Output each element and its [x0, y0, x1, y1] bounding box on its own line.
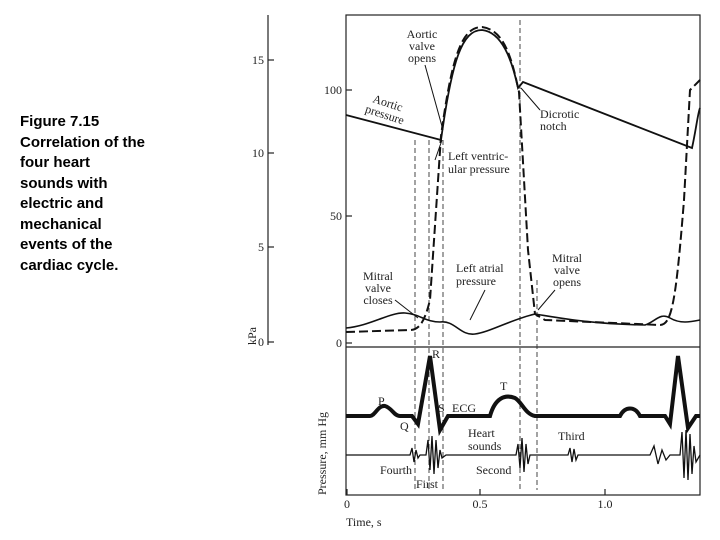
- caption-line: Correlation of the: [20, 133, 146, 151]
- sound-label: Third: [558, 429, 585, 443]
- mmhg-tick-label: 100: [324, 83, 342, 97]
- kpa-ticks: [268, 59, 274, 343]
- label: Mitral valve opens: [552, 251, 583, 289]
- time-tick-label: 0: [344, 497, 350, 511]
- ecg-label: ECG: [452, 401, 476, 415]
- lv-pressure-curve: [345, 25, 701, 333]
- ecg-label: S: [438, 401, 445, 415]
- mmhg-tick-label: 50: [330, 209, 342, 223]
- aortic-pressure-curve: [345, 29, 701, 150]
- label-line: Heart: [468, 426, 495, 440]
- label-line: Dicrotic: [540, 107, 579, 121]
- heart-sounds-trace: [346, 429, 701, 481]
- atrial-pressure-curve: [345, 312, 701, 335]
- caption: Figure 7.15 Correlation of the four hear…: [20, 112, 145, 276]
- kpa-tick-label: 15: [252, 53, 264, 67]
- mmhg-tick-label: 0: [336, 336, 342, 350]
- caption-line: events of the: [20, 236, 113, 253]
- kpa-tick-label: 0: [258, 335, 264, 349]
- label-line: notch: [540, 119, 567, 133]
- caption-line: electric and: [20, 195, 104, 212]
- time-tick-label: 1.0: [598, 497, 613, 511]
- sound-label: Second: [476, 463, 511, 477]
- ecg-label: T: [500, 379, 508, 393]
- label: Left ventric-ular pressure: [448, 149, 510, 176]
- ecg-label: R: [432, 347, 440, 361]
- label-line: Mitral: [363, 269, 394, 283]
- label-line: Aortic: [407, 27, 438, 41]
- sound-label: First: [416, 477, 439, 491]
- label-line: closes: [363, 293, 393, 307]
- caption-line: four heart: [20, 154, 91, 171]
- caption-line: cardiac cycle.: [20, 256, 119, 274]
- caption-line: Figure 7.15: [20, 113, 100, 130]
- caption-line: mechanical: [20, 215, 102, 233]
- label: Aortic valve opens: [407, 27, 438, 65]
- label-line: valve: [365, 281, 391, 295]
- label-line: valve: [554, 263, 580, 277]
- label: Heart sounds: [468, 426, 502, 453]
- kpa-label: kPa: [245, 326, 259, 345]
- label-line: Left ventric-: [448, 149, 508, 163]
- time-label: Time, s: [346, 515, 382, 529]
- label: Left atrial pressure: [456, 261, 504, 288]
- caption-line: sounds with: [20, 174, 108, 192]
- label: Dicrotic notch: [540, 107, 579, 133]
- ecg-trace: [346, 355, 700, 437]
- label-line: sounds: [468, 439, 502, 453]
- label-line: opens: [408, 51, 436, 65]
- plot-frame: [345, 14, 701, 496]
- label-line: pressure: [456, 274, 496, 288]
- pointers: [394, 64, 556, 321]
- label-line: opens: [553, 275, 581, 289]
- time-tick-label: 0.5: [473, 497, 488, 511]
- label-line: Left atrial: [456, 261, 504, 275]
- label-line: valve: [409, 39, 435, 53]
- mmhg-label: Pressure, mm Hg: [315, 412, 329, 495]
- kpa-tick-label: 10: [252, 146, 264, 160]
- ecg-label: Q: [400, 419, 409, 433]
- label: Mitral valve closes: [363, 269, 394, 307]
- label-line: Mitral: [552, 251, 583, 265]
- ecg-label: P: [378, 394, 385, 408]
- sound-label: Fourth: [380, 463, 412, 477]
- label-line: ular pressure: [448, 162, 510, 176]
- kpa-tick-label: 5: [258, 240, 264, 254]
- mmhg-ticks: [346, 89, 606, 495]
